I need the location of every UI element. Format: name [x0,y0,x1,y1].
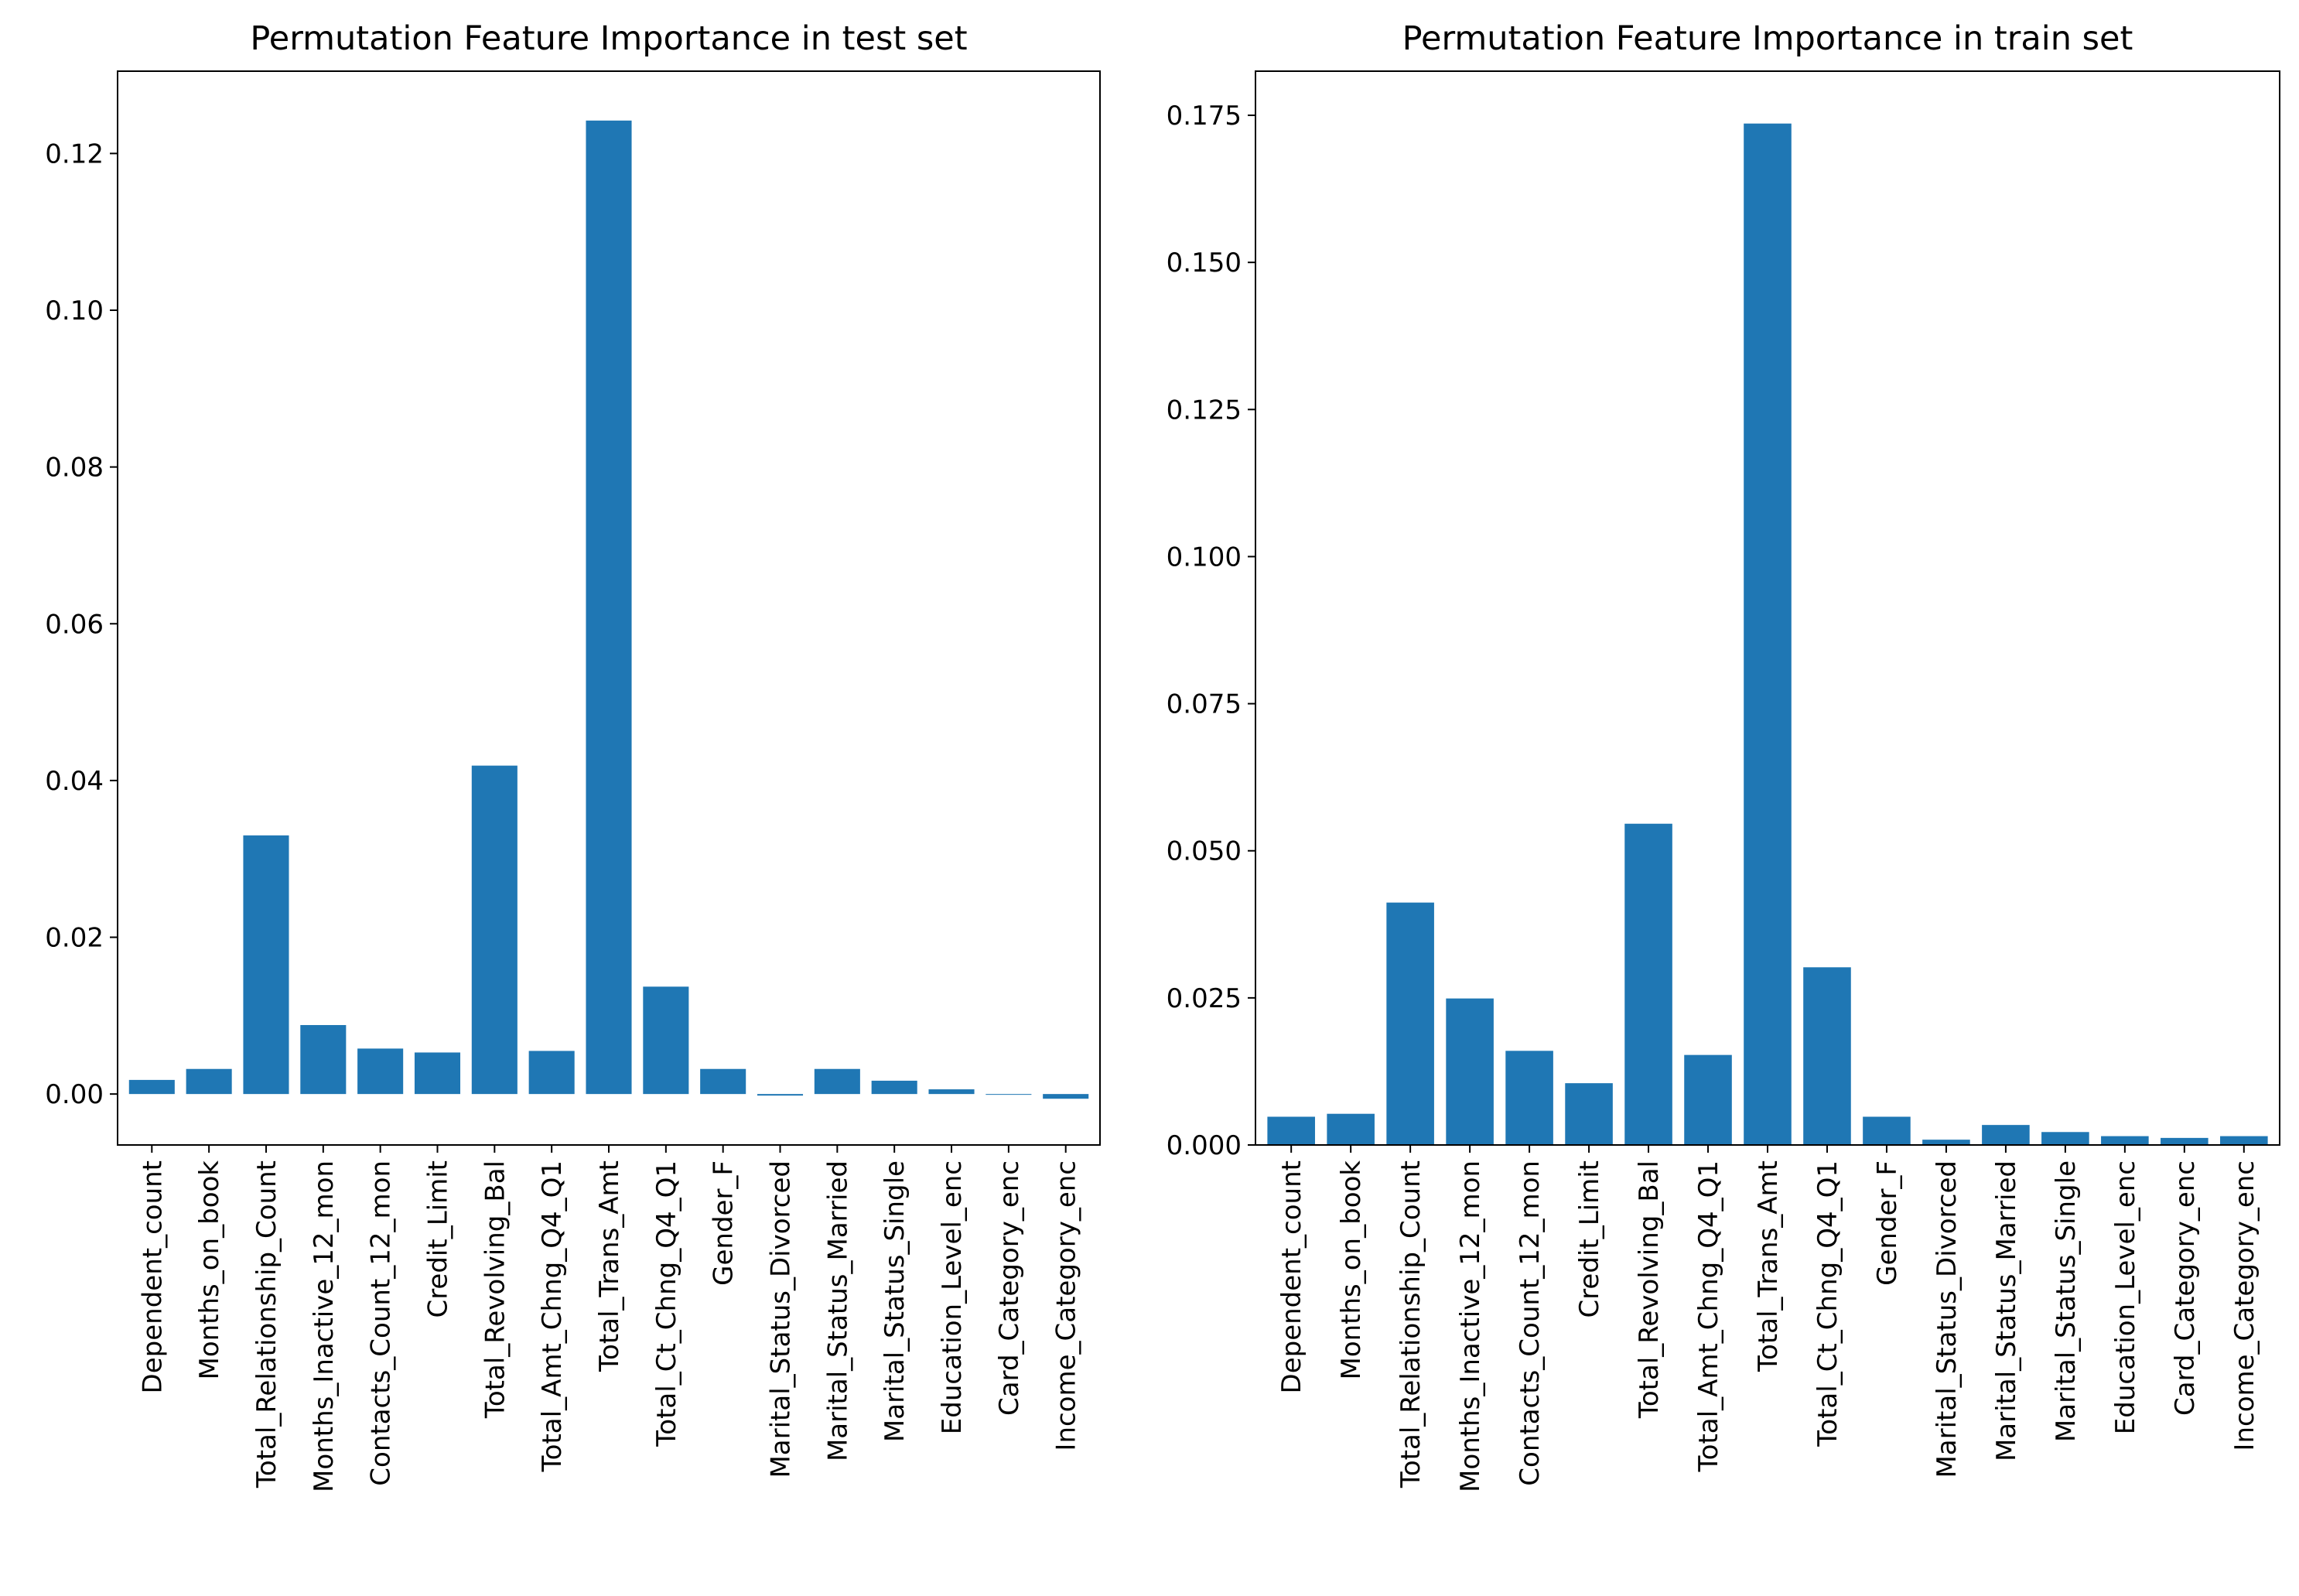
chart-title: Permutation Feature Importance in test s… [250,19,967,58]
y-tick-label: 0.08 [45,453,104,484]
bar [700,1068,746,1095]
x-tick-label: Marital_Status_Married [822,1160,853,1461]
x-tick-label: Marital_Status_Single [2051,1160,2082,1442]
x-tick-label: Marital_Status_Single [880,1160,910,1442]
bar [357,1048,404,1095]
bar [1744,123,1792,1146]
bar [643,986,689,1095]
y-tick-label: 0.12 [45,138,104,169]
x-tick-label: Total_Ct_Chng_Q4_Q1 [1812,1160,1843,1447]
bar [1863,1116,1911,1145]
bar [528,1051,575,1095]
x-tick-label: Months_Inactive_12_mon [1455,1160,1486,1492]
y-tick-label: 0.075 [1167,689,1242,720]
bar [1446,998,1494,1145]
x-tick-label: Card_Category_enc [2170,1160,2201,1416]
bar [471,765,518,1095]
x-tick-label: Education_Level_enc [937,1160,968,1434]
x-tick-label: Total_Trans_Amt [594,1160,625,1372]
bar [1386,902,1434,1145]
x-tick-label: Contacts_Count_12_mon [366,1160,397,1486]
y-tick-label: 0.025 [1167,983,1242,1014]
x-tick-label: Credit_Limit [1574,1160,1605,1318]
bar [586,120,632,1095]
y-tick-label: 0.175 [1167,101,1242,132]
bar [186,1068,232,1095]
x-tick-label: Total_Relationship_Count [1395,1160,1426,1488]
bar-series [1267,123,2268,1146]
bar [2101,1136,2149,1145]
bar [2220,1136,2268,1145]
x-tick-label: Education_Level_enc [2110,1160,2141,1434]
y-tick-label: 0.10 [45,296,104,326]
bar [1803,967,1851,1145]
x-tick-label: Total_Revolving_Bal [1634,1160,1665,1419]
x-axis: Dependent_count Months_on_book Total_Relat… [137,1145,1082,1492]
bar [243,835,289,1095]
y-tick-label: 0.00 [45,1079,104,1110]
bar [1043,1094,1089,1099]
x-tick-label: Months_Inactive_12_mon [309,1160,340,1492]
x-tick-label: Marital_Status_Married [1991,1160,2022,1461]
y-axis: 0.000 0.025 0.050 0.075 0.100 0.125 0.150 0.175 [1167,101,1255,1161]
x-tick-label: Income_Category_enc [1051,1160,1082,1451]
bar [128,1079,175,1095]
x-tick-label: Gender_F [1872,1160,1903,1286]
y-axis: 0.00 0.02 0.04 0.06 0.08 0.10 0.12 [45,138,118,1110]
x-tick-label: Contacts_Count_12_mon [1515,1160,1546,1486]
x-tick-label: Total_Amt_Chng_Q4_Q1 [537,1160,568,1472]
y-tick-label: 0.100 [1167,542,1242,572]
y-tick-label: 0.150 [1167,248,1242,279]
bar [1922,1140,1970,1145]
bar [2041,1132,2089,1145]
x-tick-label: Dependent_count [137,1160,168,1393]
x-tick-label: Total_Revolving_Bal [480,1160,511,1419]
x-tick-label: Total_Relationship_Count [251,1160,282,1488]
chart-title: Permutation Feature Importance in train … [1402,19,2133,58]
x-tick-label: Card_Category_enc [994,1160,1025,1416]
x-tick-label: Income_Category_enc [2229,1160,2260,1451]
x-tick-label: Total_Ct_Chng_Q4_Q1 [651,1160,682,1447]
x-tick-label: Credit_Limit [422,1160,453,1318]
bar [1267,1116,1315,1145]
bar [1505,1051,1553,1145]
axes-frame [117,70,1101,1146]
y-tick-label: 0.04 [45,766,104,797]
x-tick-label: Total_Trans_Amt [1753,1160,1784,1372]
bar [757,1094,804,1096]
bar [1982,1125,2030,1145]
x-tick-label: Marital_Status_Divorced [766,1160,797,1478]
bar [1327,1113,1375,1145]
bar [928,1089,975,1095]
x-tick-label: Marital_Status_Divorced [1932,1160,1963,1478]
bar [1565,1083,1613,1145]
bar [814,1068,860,1095]
bar [1624,823,1672,1145]
x-axis: Dependent_count Months_on_book Total_Relat… [1276,1145,2260,1492]
x-tick-label: Months_on_book [1336,1160,1367,1380]
y-tick-label: 0.02 [45,923,104,954]
x-tick-label: Total_Amt_Chng_Q4_Q1 [1693,1160,1724,1472]
bar [414,1052,461,1095]
y-tick-label: 0.000 [1167,1130,1242,1161]
chart-train-set: Permutation Feature Importance in train … [1167,19,2280,1492]
bar [871,1080,917,1095]
bar [1684,1054,1732,1145]
x-tick-label: Gender_F [709,1160,740,1286]
bar-series [128,120,1089,1099]
axes-frame [1255,70,2280,1146]
bar [986,1094,1032,1095]
y-tick-label: 0.125 [1167,395,1242,425]
x-tick-label: Dependent_count [1276,1160,1307,1393]
y-tick-label: 0.06 [45,609,104,640]
x-tick-label: Months_on_book [194,1160,225,1380]
chart-test-set: Permutation Feature Importance in test s… [45,19,1101,1492]
bar [300,1024,347,1095]
bar [2161,1137,2208,1145]
y-tick-label: 0.050 [1167,836,1242,867]
